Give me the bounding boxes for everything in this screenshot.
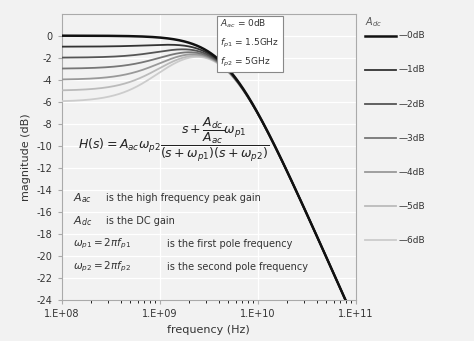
Text: —2dB: —2dB: [398, 100, 425, 108]
Text: is the DC gain: is the DC gain: [106, 216, 174, 226]
X-axis label: frequency (Hz): frequency (Hz): [167, 325, 250, 335]
Text: —0dB: —0dB: [398, 31, 425, 40]
Text: $A_{dc}$: $A_{dc}$: [365, 15, 382, 29]
Text: $A_{ac}$ = 0dB
$f_{p1}$ = 1.5GHz
$f_{p2}$ = 5GHz: $A_{ac}$ = 0dB $f_{p1}$ = 1.5GHz $f_{p2}…: [220, 18, 279, 69]
Text: is the second pole frequency: is the second pole frequency: [167, 262, 309, 272]
Text: is the first pole frequency: is the first pole frequency: [167, 239, 293, 249]
Text: —4dB: —4dB: [398, 168, 425, 177]
Text: —3dB: —3dB: [398, 134, 425, 143]
Text: $\omega_{p1} = 2\pi f_{p1}$: $\omega_{p1} = 2\pi f_{p1}$: [73, 237, 131, 251]
Text: is the high frequency peak gain: is the high frequency peak gain: [106, 193, 261, 203]
Text: $H(s) = \mathit{A}_{ac}\omega_{p2}\dfrac{s + \dfrac{\mathit{A}_{dc}}{\mathit{A}_: $H(s) = \mathit{A}_{ac}\omega_{p2}\dfrac…: [78, 116, 269, 164]
Text: $\mathit{A}_{ac}$: $\mathit{A}_{ac}$: [73, 192, 92, 205]
Text: —5dB: —5dB: [398, 202, 425, 211]
Text: —6dB: —6dB: [398, 236, 425, 245]
Text: $\omega_{p2} = 2\pi f_{p2}$: $\omega_{p2} = 2\pi f_{p2}$: [73, 260, 131, 275]
Text: $\mathit{A}_{dc}$: $\mathit{A}_{dc}$: [73, 214, 93, 228]
Text: —1dB: —1dB: [398, 65, 425, 74]
Y-axis label: magnitude (dB): magnitude (dB): [21, 113, 31, 201]
